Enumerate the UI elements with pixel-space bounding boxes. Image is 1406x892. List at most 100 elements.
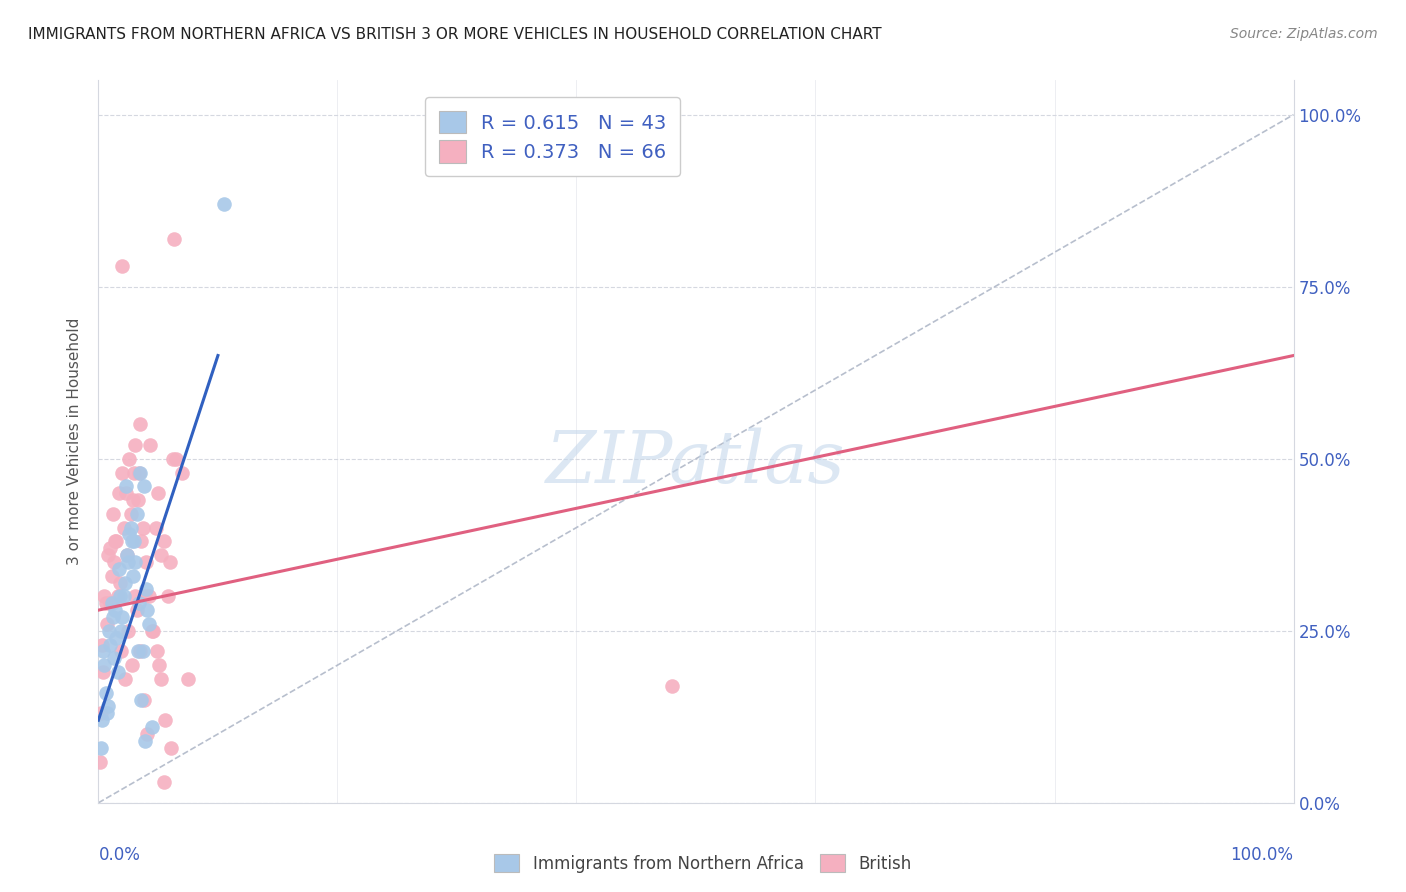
- Point: [93, 658, 115, 673]
- Point: [97, 548, 120, 562]
- Point: [96, 616, 118, 631]
- Point: [129, 644, 152, 658]
- Point: [122, 493, 145, 508]
- Point: [103, 651, 125, 665]
- Point: [136, 727, 159, 741]
- Point: [90, 740, 112, 755]
- Point: [121, 534, 143, 549]
- Point: [107, 562, 129, 576]
- Point: [131, 692, 153, 706]
- Point: [90, 706, 112, 721]
- Point: [134, 734, 156, 748]
- Point: [139, 438, 162, 452]
- Point: [661, 679, 683, 693]
- Point: [121, 658, 143, 673]
- Point: [160, 740, 183, 755]
- Point: [136, 603, 159, 617]
- Point: [131, 644, 153, 658]
- Point: [91, 713, 114, 727]
- Point: [107, 590, 129, 604]
- Point: [153, 534, 176, 549]
- Point: [162, 451, 184, 466]
- Point: [129, 466, 152, 480]
- Point: [138, 590, 160, 604]
- Point: [212, 197, 235, 211]
- Point: [125, 603, 148, 617]
- Text: Source: ZipAtlas.com: Source: ZipAtlas.com: [1230, 27, 1378, 41]
- Point: [177, 672, 200, 686]
- Point: [98, 541, 122, 556]
- Point: [91, 638, 114, 652]
- Point: [111, 259, 134, 273]
- Point: [93, 590, 115, 604]
- Point: [94, 596, 117, 610]
- Point: [110, 644, 132, 658]
- Point: [107, 486, 129, 500]
- Point: [117, 555, 139, 569]
- Point: [163, 231, 186, 245]
- Point: [172, 466, 194, 480]
- Point: [108, 590, 131, 604]
- Point: [124, 438, 146, 452]
- Point: [112, 590, 135, 604]
- Point: [149, 672, 172, 686]
- Point: [110, 624, 132, 638]
- Text: ZIPatlas: ZIPatlas: [546, 428, 846, 499]
- Point: [118, 527, 141, 541]
- Point: [108, 575, 131, 590]
- Point: [132, 692, 155, 706]
- Point: [156, 590, 179, 604]
- Point: [132, 479, 155, 493]
- Point: [135, 582, 157, 597]
- Point: [98, 596, 122, 610]
- Point: [117, 624, 139, 638]
- Point: [94, 686, 117, 700]
- Point: [134, 590, 156, 604]
- Point: [97, 699, 120, 714]
- Point: [138, 616, 160, 631]
- Point: [141, 720, 163, 734]
- Point: [105, 631, 128, 645]
- Text: IMMIGRANTS FROM NORTHERN AFRICA VS BRITISH 3 OR MORE VEHICLES IN HOUSEHOLD CORRE: IMMIGRANTS FROM NORTHERN AFRICA VS BRITI…: [28, 27, 882, 42]
- Point: [146, 644, 169, 658]
- Point: [124, 466, 146, 480]
- Text: 0.0%: 0.0%: [98, 847, 141, 864]
- Point: [111, 466, 134, 480]
- Point: [105, 534, 128, 549]
- Point: [155, 713, 177, 727]
- Point: [131, 520, 153, 534]
- Point: [120, 507, 142, 521]
- Point: [100, 596, 122, 610]
- Point: [159, 555, 181, 569]
- Point: [124, 534, 146, 549]
- Point: [118, 451, 141, 466]
- Point: [114, 575, 136, 590]
- Point: [165, 451, 187, 466]
- Point: [115, 548, 138, 562]
- Point: [114, 672, 136, 686]
- Point: [115, 548, 138, 562]
- Point: [153, 775, 176, 789]
- Point: [107, 665, 129, 679]
- Point: [91, 665, 114, 679]
- Point: [96, 706, 118, 721]
- Point: [127, 644, 149, 658]
- Point: [145, 520, 167, 534]
- Point: [142, 624, 165, 638]
- Point: [148, 486, 170, 500]
- Point: [89, 755, 111, 769]
- Point: [135, 555, 157, 569]
- Point: [103, 555, 125, 569]
- Point: [120, 520, 142, 534]
- Point: [124, 555, 146, 569]
- Legend: R = 0.615   N = 43, R = 0.373   N = 66: R = 0.615 N = 43, R = 0.373 N = 66: [425, 97, 681, 177]
- Point: [101, 507, 124, 521]
- Point: [128, 596, 150, 610]
- Point: [125, 507, 148, 521]
- Point: [148, 658, 170, 673]
- Point: [149, 548, 172, 562]
- Point: [98, 624, 121, 638]
- Point: [104, 534, 127, 549]
- Y-axis label: 3 or more Vehicles in Household: 3 or more Vehicles in Household: [67, 318, 83, 566]
- Point: [115, 479, 138, 493]
